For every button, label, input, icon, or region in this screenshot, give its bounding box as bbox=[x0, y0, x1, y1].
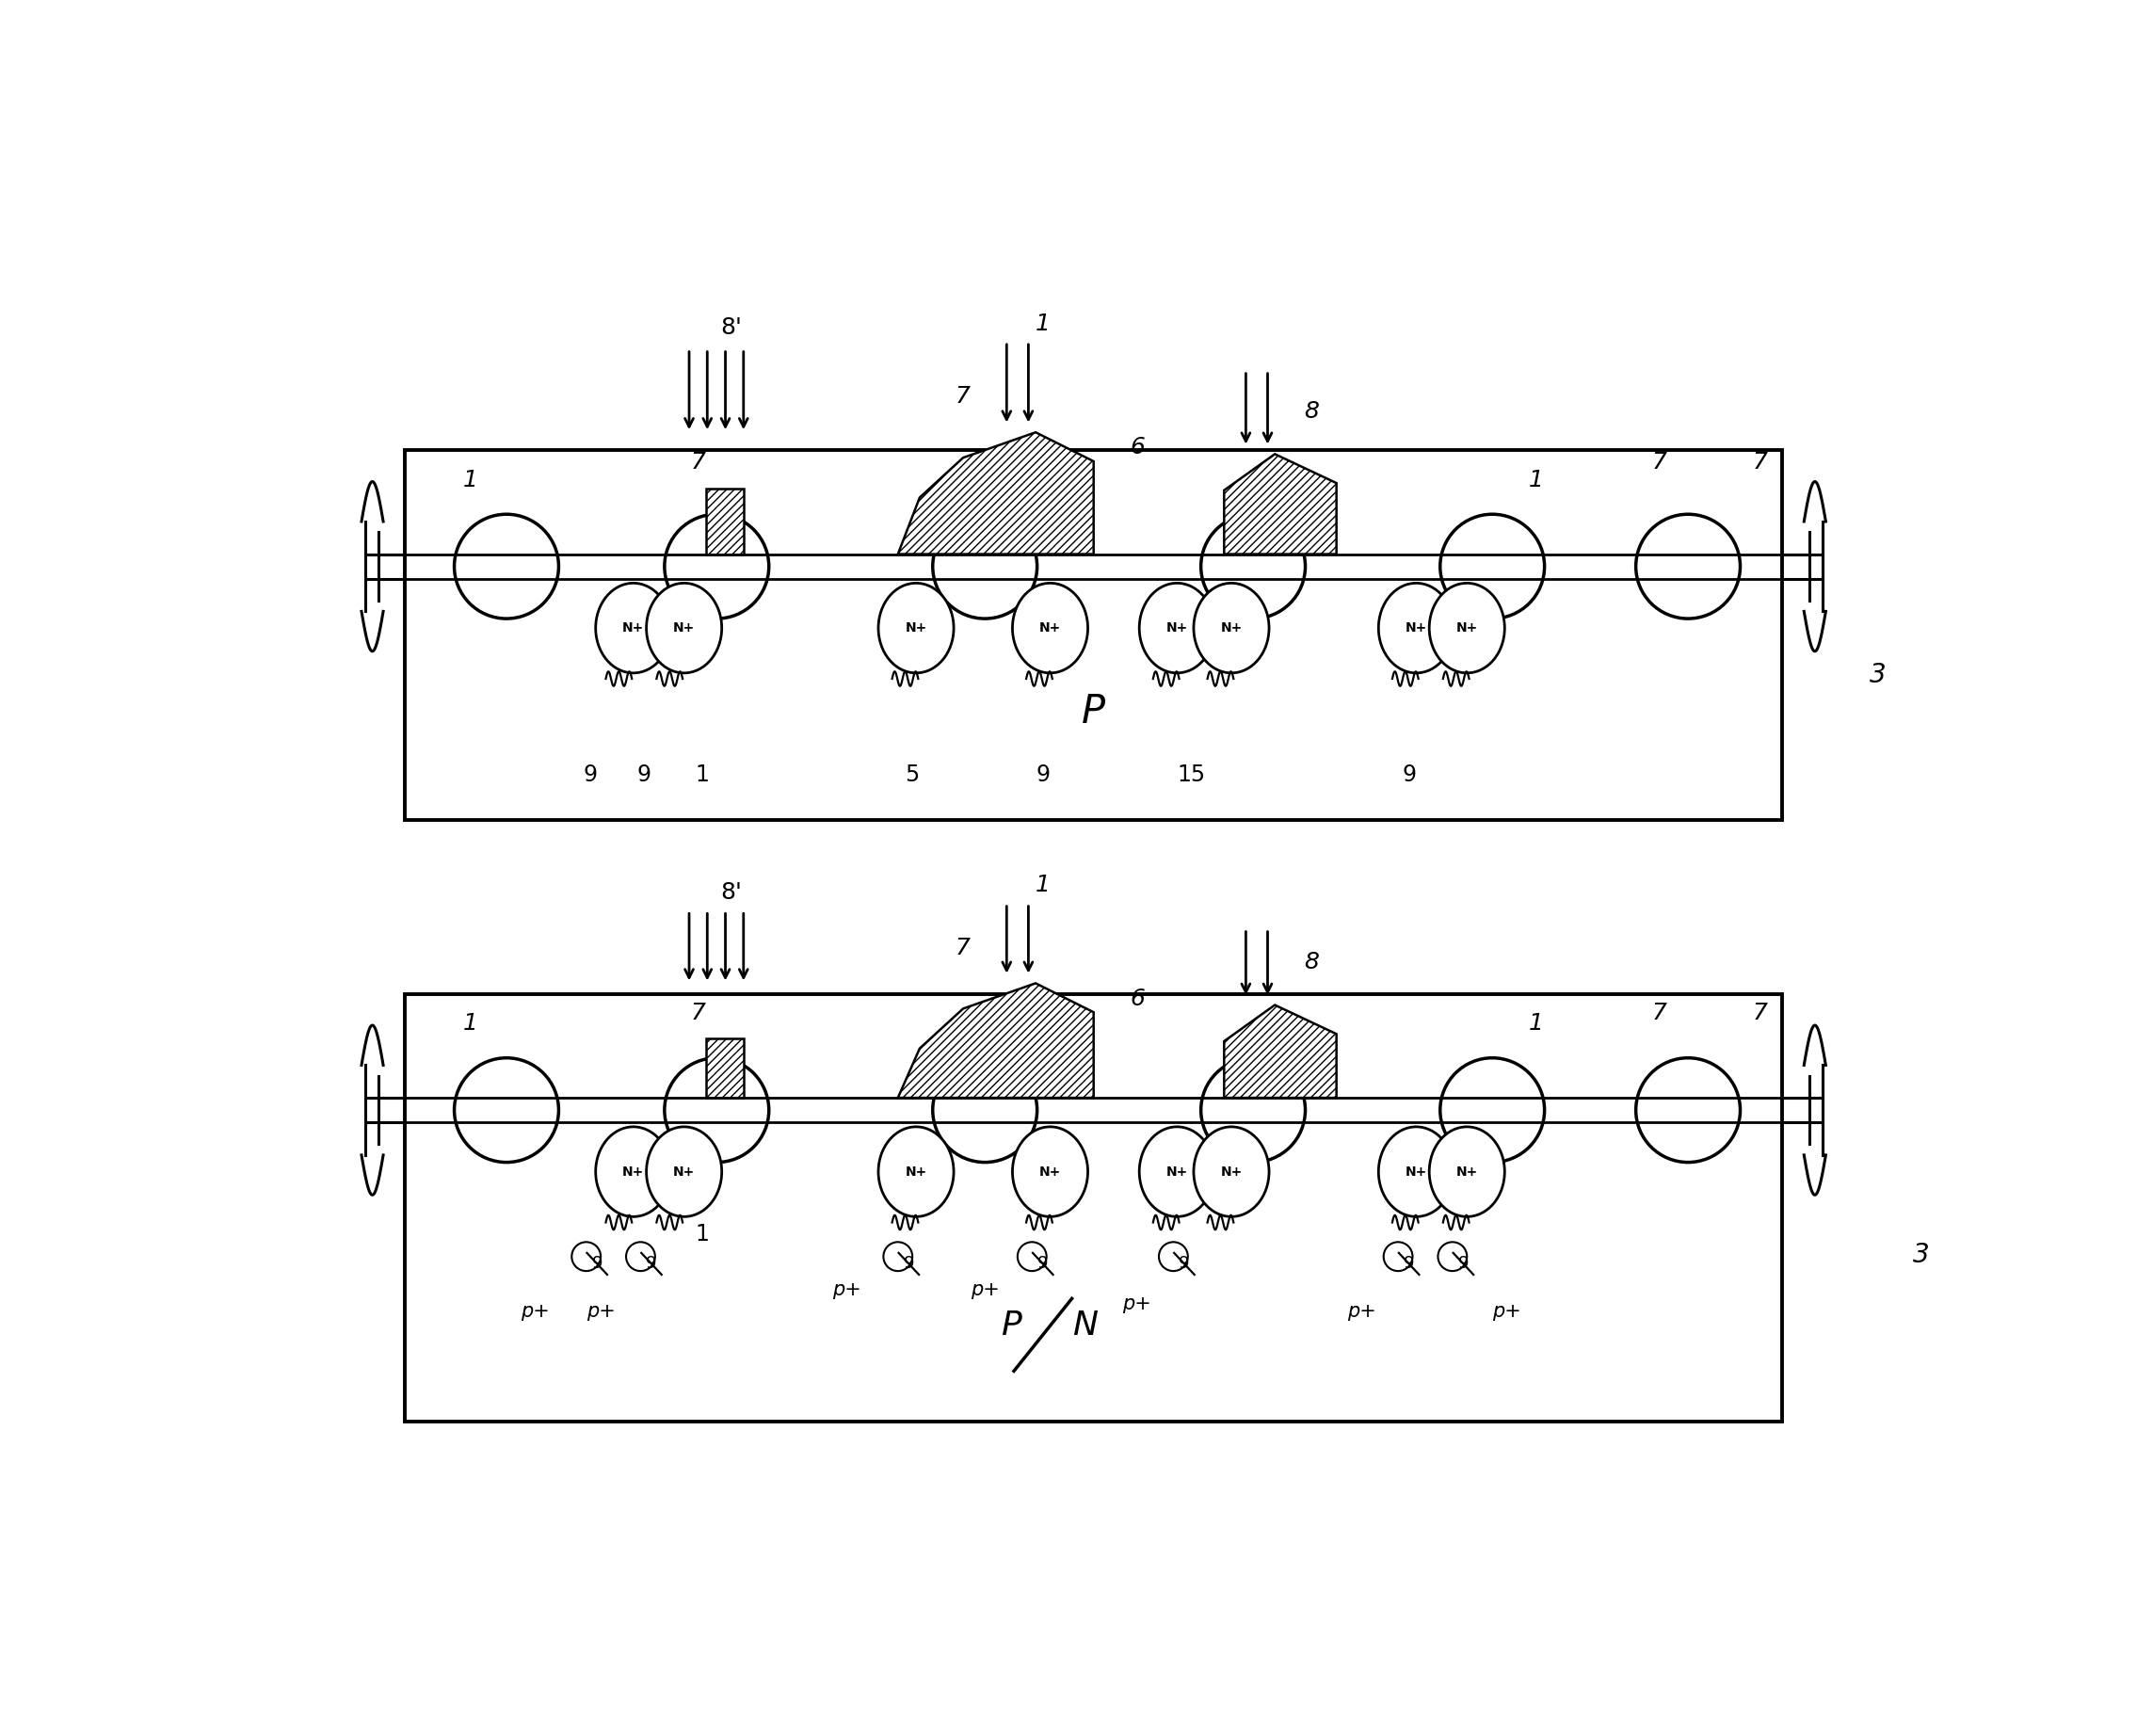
Ellipse shape bbox=[646, 1127, 721, 1217]
Text: N+: N+ bbox=[904, 1165, 928, 1179]
Ellipse shape bbox=[1430, 1127, 1505, 1217]
Ellipse shape bbox=[878, 1127, 954, 1217]
Ellipse shape bbox=[1430, 583, 1505, 674]
Text: N+: N+ bbox=[674, 1165, 695, 1179]
Text: 9: 9 bbox=[583, 764, 596, 786]
Ellipse shape bbox=[1139, 583, 1214, 674]
Ellipse shape bbox=[1378, 1127, 1453, 1217]
Text: 7: 7 bbox=[956, 385, 971, 408]
Text: N+: N+ bbox=[1221, 1165, 1242, 1179]
Text: 1: 1 bbox=[1529, 1012, 1544, 1035]
Text: N+: N+ bbox=[904, 621, 928, 635]
Text: 7: 7 bbox=[956, 936, 971, 958]
Circle shape bbox=[1440, 1057, 1544, 1163]
Text: 7: 7 bbox=[1651, 1002, 1666, 1024]
Text: 9: 9 bbox=[592, 1255, 603, 1272]
Text: P: P bbox=[1001, 1309, 1021, 1342]
Text: p+: p+ bbox=[1492, 1302, 1522, 1321]
Text: 7: 7 bbox=[691, 1002, 706, 1024]
Text: N+: N+ bbox=[1167, 621, 1188, 635]
Circle shape bbox=[1440, 514, 1544, 618]
Text: N+: N+ bbox=[674, 621, 695, 635]
Text: N+: N+ bbox=[1455, 1165, 1477, 1179]
Text: p+: p+ bbox=[1122, 1295, 1152, 1312]
Circle shape bbox=[1201, 514, 1305, 618]
Text: 7: 7 bbox=[691, 451, 706, 474]
Text: P: P bbox=[1081, 691, 1104, 731]
Text: 9: 9 bbox=[637, 764, 650, 786]
Ellipse shape bbox=[1193, 1127, 1268, 1217]
Circle shape bbox=[932, 514, 1038, 618]
Circle shape bbox=[665, 1057, 769, 1163]
Text: 8: 8 bbox=[1303, 951, 1318, 974]
Polygon shape bbox=[1225, 455, 1337, 554]
Text: p+: p+ bbox=[586, 1302, 616, 1321]
Polygon shape bbox=[898, 432, 1094, 554]
Text: 1: 1 bbox=[463, 1012, 478, 1035]
Text: N+: N+ bbox=[1167, 1165, 1188, 1179]
Bar bbox=[706, 490, 743, 554]
Text: N+: N+ bbox=[1040, 621, 1061, 635]
Text: 1: 1 bbox=[1036, 875, 1051, 898]
Circle shape bbox=[1201, 1057, 1305, 1163]
Text: p+: p+ bbox=[971, 1279, 999, 1299]
Text: 3: 3 bbox=[1869, 661, 1886, 689]
Text: 1: 1 bbox=[1036, 312, 1051, 335]
Text: 7: 7 bbox=[1753, 451, 1768, 474]
Bar bbox=[706, 1038, 743, 1097]
Text: 1: 1 bbox=[463, 469, 478, 491]
Text: p+: p+ bbox=[1348, 1302, 1376, 1321]
Ellipse shape bbox=[1012, 583, 1087, 674]
Text: 9: 9 bbox=[1402, 764, 1417, 786]
Polygon shape bbox=[1225, 1005, 1337, 1097]
Circle shape bbox=[1636, 514, 1740, 618]
Text: 15: 15 bbox=[1178, 764, 1206, 786]
Polygon shape bbox=[405, 995, 1783, 1422]
Text: 1: 1 bbox=[695, 764, 708, 786]
Polygon shape bbox=[898, 983, 1094, 1097]
Text: 1: 1 bbox=[1529, 469, 1544, 491]
Ellipse shape bbox=[596, 583, 672, 674]
Ellipse shape bbox=[1139, 1127, 1214, 1217]
Circle shape bbox=[932, 1057, 1038, 1163]
Text: 9: 9 bbox=[1038, 1255, 1049, 1272]
Circle shape bbox=[665, 514, 769, 618]
Text: 7: 7 bbox=[1651, 451, 1666, 474]
Ellipse shape bbox=[878, 583, 954, 674]
Text: N+: N+ bbox=[1040, 1165, 1061, 1179]
Text: 3: 3 bbox=[1912, 1241, 1929, 1269]
Text: 5: 5 bbox=[904, 764, 919, 786]
Text: N: N bbox=[1072, 1309, 1098, 1342]
Ellipse shape bbox=[1378, 583, 1453, 674]
Circle shape bbox=[1636, 1057, 1740, 1163]
Text: p+: p+ bbox=[833, 1279, 861, 1299]
Text: 8': 8' bbox=[721, 882, 743, 904]
Text: N+: N+ bbox=[1221, 621, 1242, 635]
Text: 6: 6 bbox=[1130, 436, 1145, 458]
Text: 8: 8 bbox=[1303, 399, 1318, 422]
Text: 9: 9 bbox=[646, 1255, 657, 1272]
Text: N+: N+ bbox=[1406, 1165, 1427, 1179]
Ellipse shape bbox=[596, 1127, 672, 1217]
Text: N+: N+ bbox=[622, 1165, 644, 1179]
Text: 9: 9 bbox=[1458, 1255, 1468, 1272]
Circle shape bbox=[454, 1057, 558, 1163]
Circle shape bbox=[454, 514, 558, 618]
Text: p+: p+ bbox=[521, 1302, 549, 1321]
Text: 8': 8' bbox=[721, 316, 743, 339]
Ellipse shape bbox=[1193, 583, 1268, 674]
Text: 9: 9 bbox=[1036, 764, 1051, 786]
Text: 9: 9 bbox=[1180, 1255, 1191, 1272]
Ellipse shape bbox=[646, 583, 721, 674]
Text: 9: 9 bbox=[1404, 1255, 1415, 1272]
Text: 7: 7 bbox=[1753, 1002, 1768, 1024]
Text: N+: N+ bbox=[622, 621, 644, 635]
Text: 9: 9 bbox=[904, 1255, 915, 1272]
Text: N+: N+ bbox=[1406, 621, 1427, 635]
Ellipse shape bbox=[1012, 1127, 1087, 1217]
Text: N+: N+ bbox=[1455, 621, 1477, 635]
Polygon shape bbox=[405, 450, 1783, 819]
Text: 6: 6 bbox=[1130, 988, 1145, 1010]
Text: 1: 1 bbox=[695, 1222, 708, 1245]
